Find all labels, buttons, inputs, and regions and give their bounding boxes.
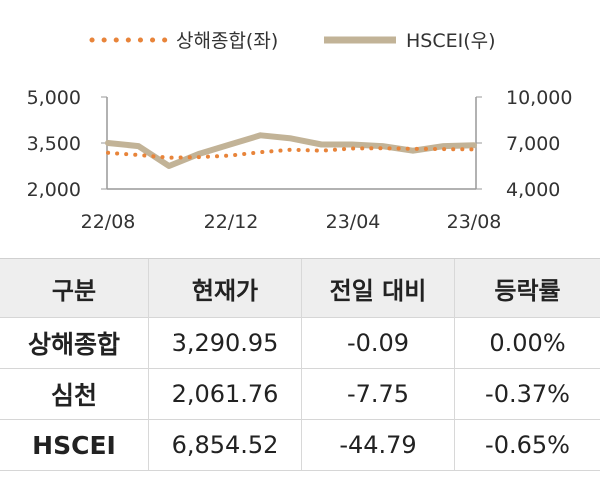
x-tick-2: 23/04	[326, 211, 381, 233]
left-y-tick-1: 3,500	[27, 133, 107, 155]
row-rate: -0.37%	[454, 368, 600, 420]
legend-label-shanghai: 상해종합(좌)	[176, 30, 278, 52]
x-tick-0: 22/08	[81, 211, 136, 233]
row-price: 3,290.95	[148, 317, 302, 369]
right-y-tick-1: 7,000	[476, 133, 560, 155]
x-tick-1: 22/12	[204, 211, 259, 233]
table-row: HSCEI 6,854.52 -44.79 -0.65%	[0, 419, 600, 471]
svg-text:10,000: 10,000	[506, 87, 572, 109]
row-change: -0.09	[301, 317, 455, 369]
legend: 상해종합(좌) HSCEI(우)	[89, 30, 496, 52]
svg-text:7,000: 7,000	[506, 133, 560, 155]
row-change: -44.79	[301, 419, 455, 471]
row-rate: 0.00%	[454, 317, 600, 369]
left-y-tick-0: 5,000	[27, 87, 107, 109]
row-name: 상해종합	[0, 317, 149, 369]
legend-label-hscei: HSCEI(우)	[406, 30, 496, 52]
right-y-tick-0: 10,000	[476, 87, 572, 109]
row-change: -7.75	[301, 368, 455, 420]
svg-text:4,000: 4,000	[506, 179, 560, 201]
table-header-row: 구분 현재가 전일 대비 등락률	[0, 258, 600, 318]
header-rate: 등락률	[454, 258, 600, 318]
row-price: 6,854.52	[148, 419, 302, 471]
left-y-tick-2: 2,000	[27, 179, 107, 201]
row-name: HSCEI	[0, 419, 149, 471]
row-rate: -0.65%	[454, 419, 600, 471]
chart: 상해종합(좌) HSCEI(우) 5,000 3,500 2,000 10,00…	[27, 30, 573, 233]
table-row: 상해종합 3,290.95 -0.09 0.00%	[0, 317, 600, 369]
series-layer	[105, 132, 477, 169]
svg-text:5,000: 5,000	[27, 87, 81, 109]
row-price: 2,061.76	[148, 368, 302, 420]
table-row: 심천 2,061.76 -7.75 -0.37%	[0, 368, 600, 420]
svg-text:3,500: 3,500	[27, 133, 81, 155]
quote-table: 구분 현재가 전일 대비 등락률 상해종합 3,290.95 -0.09 0.0…	[0, 258, 600, 471]
header-price: 현재가	[148, 258, 302, 318]
svg-text:2,000: 2,000	[27, 179, 81, 201]
header-category: 구분	[0, 258, 149, 318]
header-change: 전일 대비	[301, 258, 455, 318]
x-tick-3: 23/08	[447, 211, 502, 233]
right-y-tick-2: 4,000	[476, 179, 560, 201]
row-name: 심천	[0, 368, 149, 420]
